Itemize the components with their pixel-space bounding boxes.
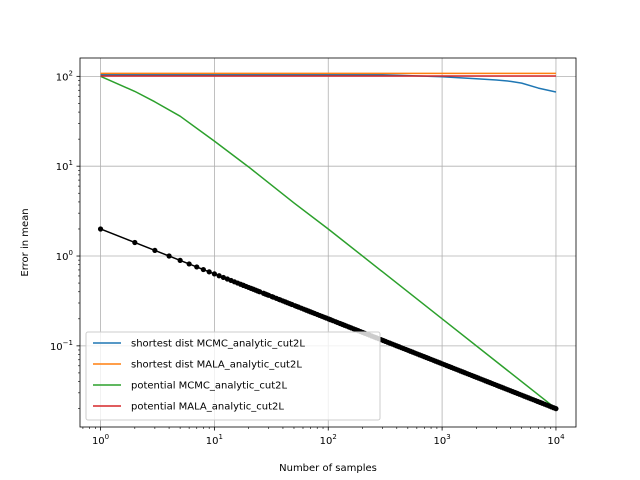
reference-point (216, 273, 222, 279)
reference-point (177, 257, 183, 263)
reference-point (152, 247, 158, 254)
x-tick-label: 103 (433, 433, 450, 447)
y-tick-label: 10−1 (50, 339, 73, 353)
series-line-3 (100, 75, 557, 410)
reference-point (206, 269, 212, 275)
legend-label-4: potential MALA_analytic_cut2L (131, 402, 284, 413)
legend-label-2: shortest dist MALA_analytic_cut2L (131, 360, 302, 371)
legend-label-3: potential MCMC_analytic_cut2L (131, 381, 287, 392)
reference-point (220, 274, 227, 281)
reference-point (211, 271, 217, 277)
x-tick-label: 100 (92, 433, 109, 447)
reference-point (200, 266, 206, 273)
legend: shortest dist MCMC_analytic_cut2Lshortes… (85, 331, 381, 421)
x-tick-label: 104 (547, 433, 565, 447)
x-tick-label: 102 (320, 433, 337, 447)
axis-ticks: 100 101 102 103 104 10−1 100 101 102 (50, 69, 565, 447)
reference-point (194, 264, 200, 270)
plot-lines (100, 72, 557, 410)
y-axis-label: Error in mean (20, 208, 31, 276)
reference-point (132, 239, 138, 246)
reference-point (553, 406, 559, 412)
y-tick-label: 100 (56, 249, 73, 263)
reference-point (186, 261, 192, 267)
legend-label-1: shortest dist MCMC_analytic_cut2L (131, 339, 305, 350)
x-tick-label: 101 (206, 433, 223, 447)
reference-point (97, 226, 104, 232)
legend-box (85, 331, 381, 421)
y-tick-label: 101 (56, 159, 73, 173)
y-tick-label: 102 (56, 69, 73, 83)
reference-point (166, 253, 172, 259)
x-axis-label: Number of samples (279, 463, 377, 474)
